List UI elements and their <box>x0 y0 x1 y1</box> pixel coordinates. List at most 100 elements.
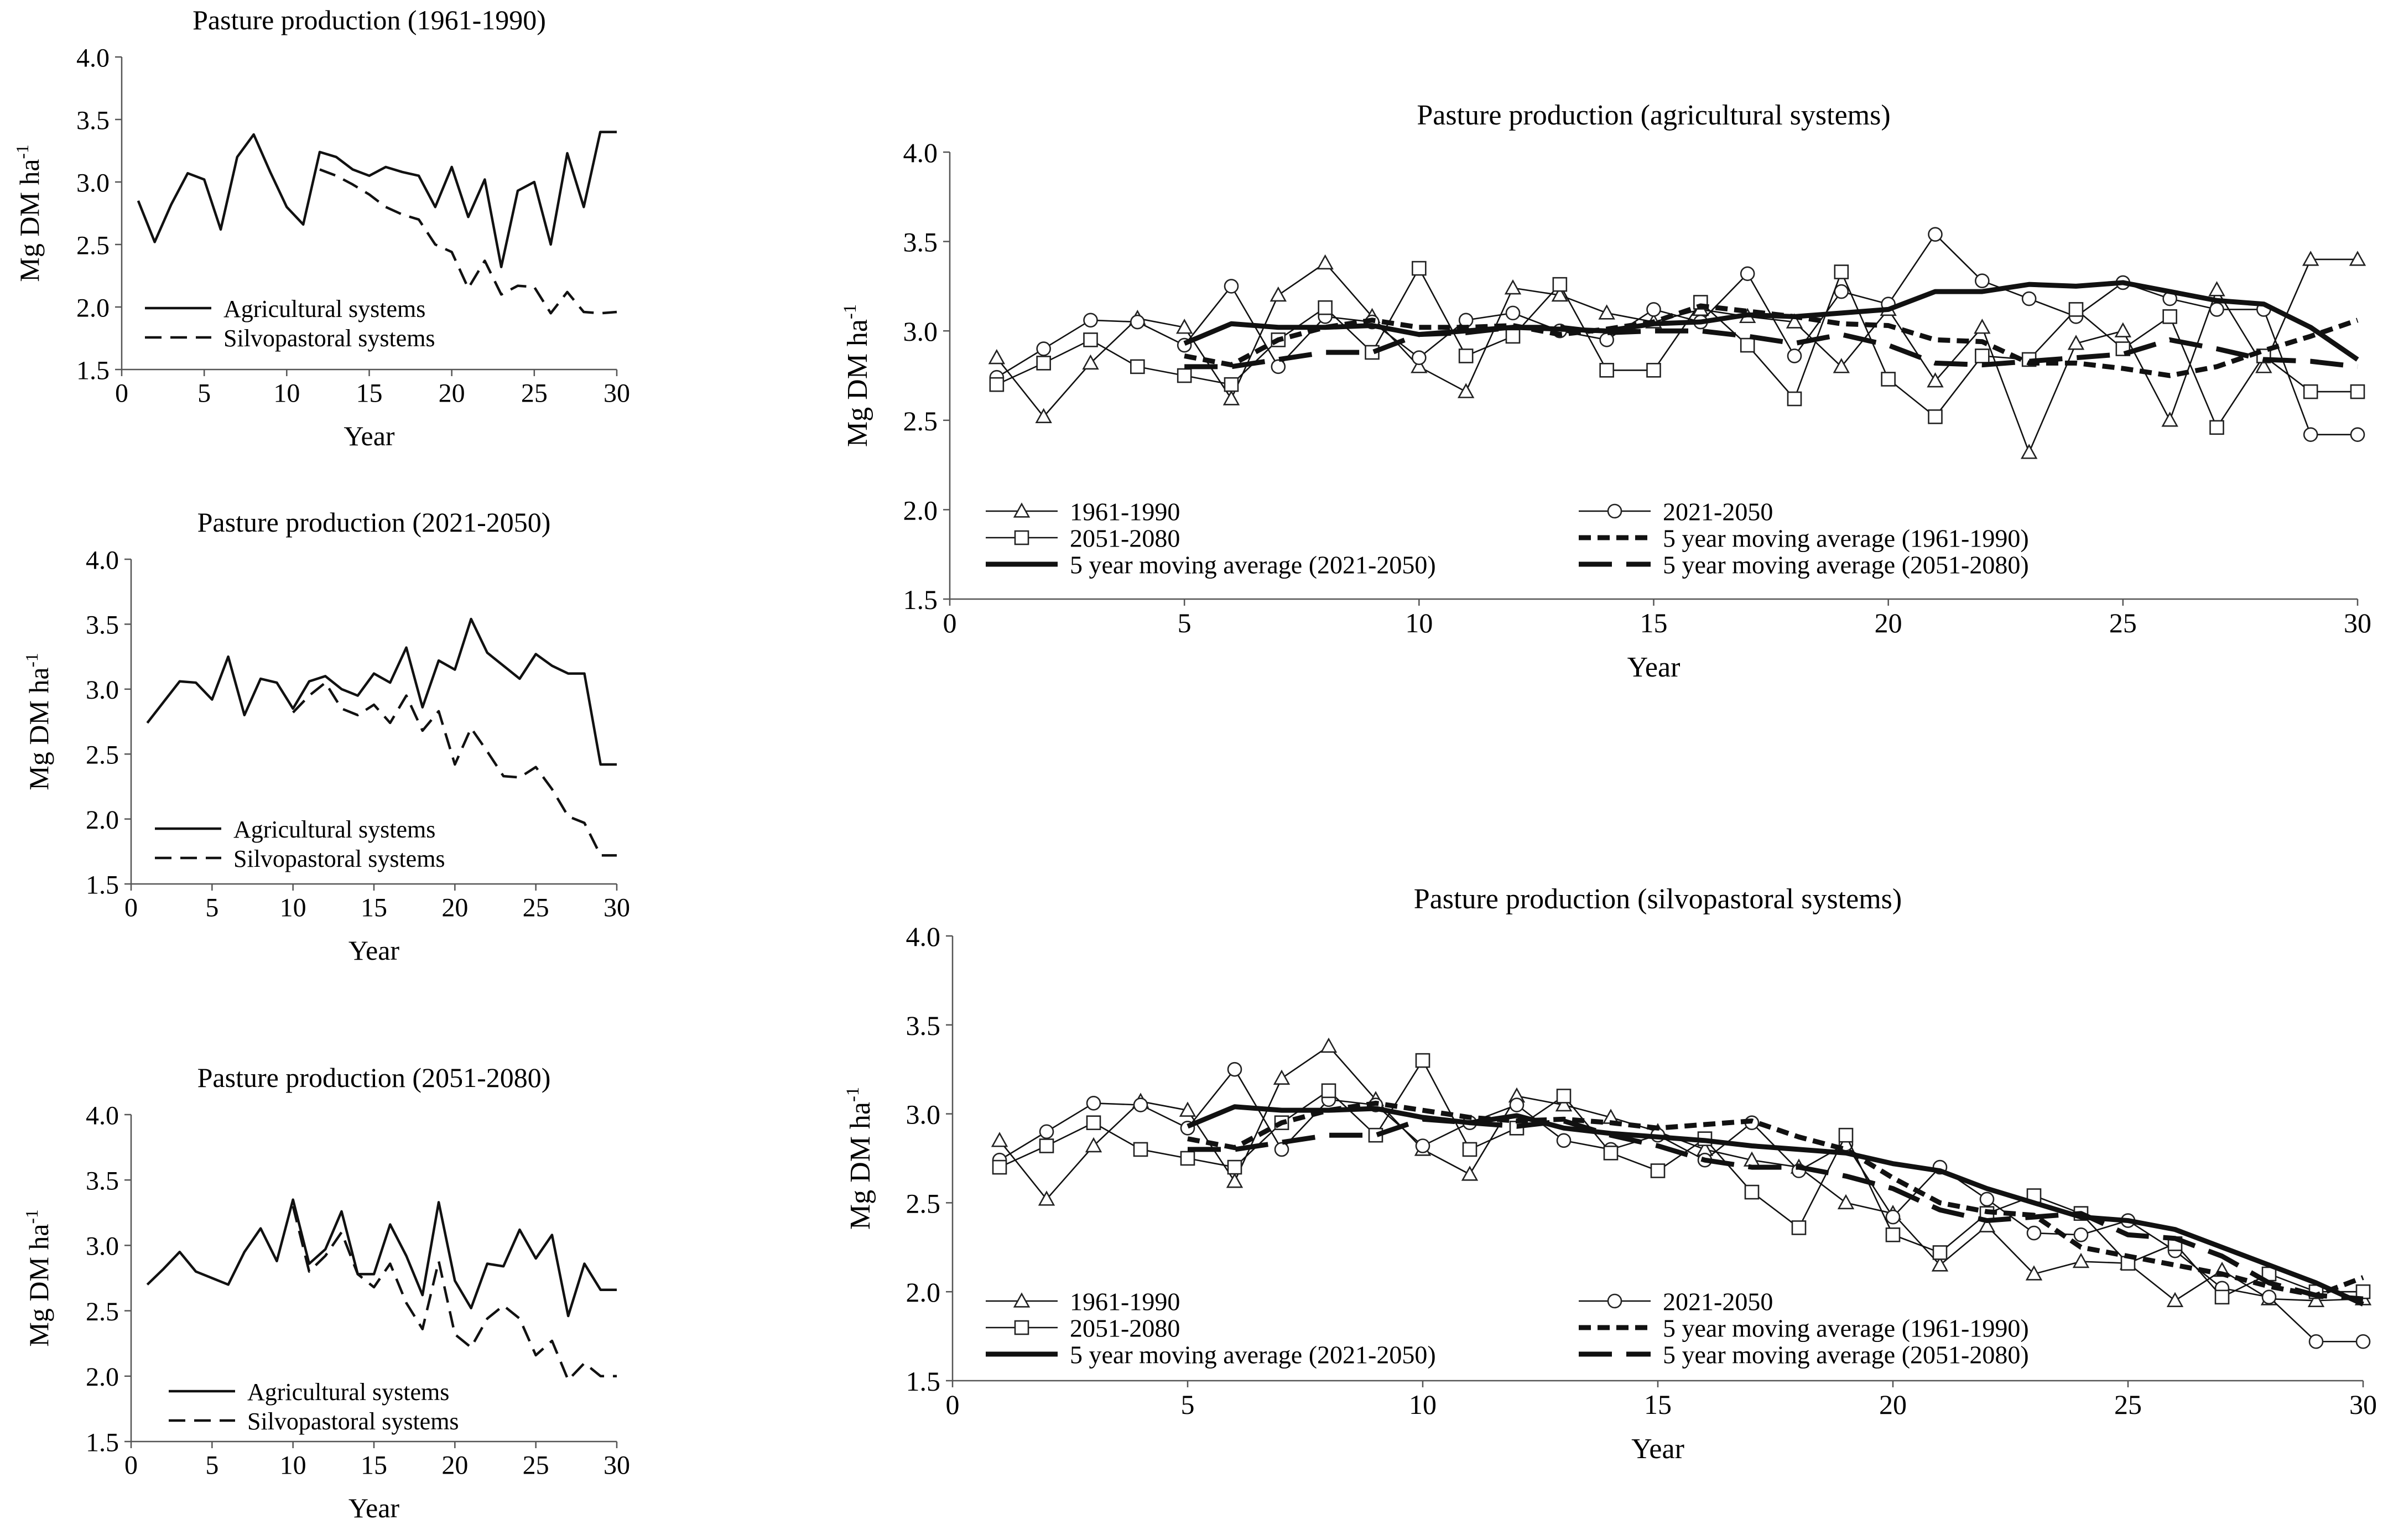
x-tick-label: 0 <box>946 1389 960 1420</box>
x-tick-label: 20 <box>439 378 465 408</box>
y-axis-label-superscript: -1 <box>22 1209 41 1224</box>
x-tick-label: 20 <box>441 893 468 922</box>
data-point-triangle <box>2025 1265 2043 1281</box>
data-point-square <box>1039 1138 1054 1153</box>
data-point-triangle <box>2114 322 2132 337</box>
data-point-square <box>1036 356 1051 371</box>
y-tick-label: 2.0 <box>86 805 119 835</box>
series-5-year-moving-average-2021-2050 <box>1187 1104 2364 1307</box>
data-point-triangle <box>1833 358 1850 373</box>
data-point-circle <box>1975 273 1990 289</box>
series-5-year-moving-average-2051-2080 <box>1184 325 2358 370</box>
legend-marker-circle <box>1607 1293 1622 1309</box>
legend-label: 5 year moving average (2021-2050) <box>1070 1341 1436 1369</box>
data-point-circle <box>2355 1334 2371 1349</box>
y-tick-label: 1.5 <box>76 356 110 385</box>
data-point-triangle <box>1175 319 1193 334</box>
x-axis-label: Year <box>1631 1433 1684 1465</box>
series-line <box>1183 280 2359 362</box>
data-point-square <box>1227 1159 1242 1175</box>
data-point-square <box>1086 1115 1101 1130</box>
data-point-square <box>1928 409 1943 424</box>
data-point-circle <box>2303 427 2318 442</box>
data-point-triangle <box>1222 390 1240 405</box>
series-silvopastoral-systems <box>292 1205 617 1382</box>
y-tick-label: 4.0 <box>906 921 941 952</box>
legend-item-5-year-moving-average-1961-1990: 5 year moving average (1961-1990) <box>1579 1314 2029 1343</box>
chart-title: Pasture production (silvopastoral system… <box>1414 883 1902 915</box>
data-point-circle <box>1787 348 1802 363</box>
data-point-circle <box>1086 1096 1101 1111</box>
data-point-circle <box>1224 279 1239 294</box>
chart-panel-silvopastoral-systems: Pasture production (silvopastoral system… <box>843 883 2377 1465</box>
x-tick-label: 30 <box>2344 607 2371 638</box>
legend-label: 5 year moving average (1961-1990) <box>1663 1314 2029 1343</box>
data-point-triangle <box>2349 251 2366 266</box>
x-tick-label: 0 <box>115 378 128 408</box>
y-tick-label: 2.5 <box>906 1188 941 1219</box>
x-tick-label: 5 <box>205 893 218 922</box>
legend-item-2051-2080: 2051-2080 <box>986 1314 1180 1343</box>
data-point-triangle <box>1598 304 1615 320</box>
data-point-triangle <box>1551 286 1569 302</box>
data-point-triangle <box>1226 1173 1244 1188</box>
data-point-triangle <box>1270 286 1287 302</box>
legend-item-agricultural-systems: Agricultural systems <box>155 816 435 843</box>
data-point-circle <box>1556 1133 1572 1148</box>
data-point-triangle <box>2307 1292 2325 1307</box>
x-tick-label: 0 <box>124 893 138 922</box>
y-tick-label: 2.0 <box>86 1362 119 1392</box>
x-tick-label: 20 <box>1879 1389 1907 1420</box>
x-axis-label: Year <box>348 935 399 966</box>
series-1961-1990 <box>991 1037 2372 1307</box>
series-line <box>1187 1100 2364 1298</box>
series-line <box>1188 1116 2364 1302</box>
data-point-circle <box>1740 266 1755 282</box>
chart-panel-2051-2080: Pasture production (2051-2080) 1.5 2.0 2.5 3… <box>22 1062 630 1523</box>
series-5-year-moving-average-2051-2080 <box>1188 1116 2364 1302</box>
data-point-square <box>1787 391 1802 407</box>
x-tick-label: 25 <box>523 893 549 922</box>
x-tick-label: 25 <box>2114 1389 2142 1420</box>
legend-label: 1961-1990 <box>1070 498 1180 526</box>
data-point-circle <box>1227 1062 1242 1077</box>
y-tick-label: 2.0 <box>903 495 938 526</box>
data-point-circle <box>2350 427 2365 442</box>
data-point-circle <box>2021 291 2037 306</box>
data-point-triangle <box>2255 358 2272 373</box>
chart-title: Pasture production (agricultural systems… <box>1417 100 1890 131</box>
data-point-triangle <box>1978 1217 1996 1232</box>
data-point-triangle <box>1786 313 1803 329</box>
data-point-square <box>1885 1227 1901 1242</box>
y-tick-label: 4.0 <box>76 43 110 72</box>
data-point-circle <box>2308 1334 2324 1349</box>
data-point-square <box>1462 1142 1477 1157</box>
data-point-circle <box>1509 1097 1525 1112</box>
data-point-square <box>1838 1127 1854 1143</box>
data-point-square <box>1603 1146 1619 1161</box>
legend-item-agricultural-systems: Agricultural systems <box>169 1378 449 1406</box>
legend-marker-triangle <box>1013 502 1031 518</box>
y-tick-label: 2.5 <box>903 405 938 436</box>
y-tick-label: 3.0 <box>903 316 938 347</box>
data-point-triangle <box>1320 1037 1338 1053</box>
data-point-circle <box>1885 1209 1901 1225</box>
legend-item-2051-2080: 2051-2080 <box>986 524 1180 553</box>
y-axis-label: Mg DM ha-1 <box>840 304 873 447</box>
chart-panel-agricultural-systems: Pasture production (agricultural systems… <box>840 100 2371 683</box>
series-line <box>996 267 2358 429</box>
legend-item-2021-2050: 2021-2050 <box>1579 1288 1773 1316</box>
data-point-square <box>1180 1151 1195 1166</box>
series-2051-2080 <box>992 1053 2371 1305</box>
data-point-triangle <box>2020 444 2038 459</box>
data-point-triangle <box>1038 1190 1055 1206</box>
y-tick-label: 4.0 <box>86 545 119 575</box>
data-point-square <box>992 1159 1007 1175</box>
series-line <box>1184 325 2358 370</box>
y-tick-label: 2.5 <box>76 231 110 260</box>
data-point-triangle <box>1837 1194 1855 1210</box>
legend-item-5-year-moving-average-2021-2050: 5 year moving average (2021-2050) <box>986 551 1436 579</box>
data-point-square <box>1224 377 1239 392</box>
